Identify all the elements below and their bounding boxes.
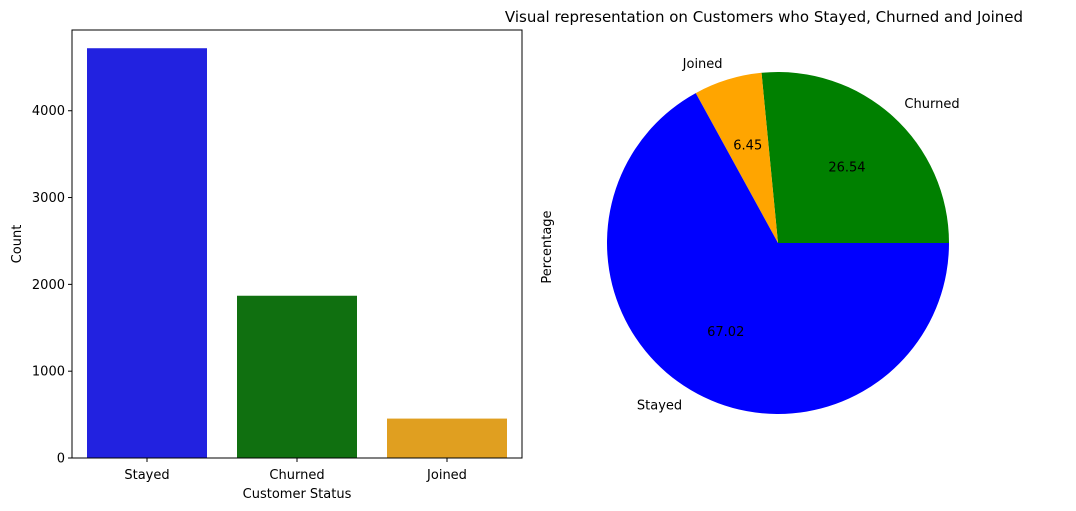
pie-slices xyxy=(607,72,949,415)
bar-y-tick-label: 1000 xyxy=(32,365,65,380)
bar-x-tick-label-churned: Churned xyxy=(269,468,324,483)
pie-label-churned: Churned xyxy=(904,97,959,112)
pie-chart: Visual representation on Customers who S… xyxy=(505,8,1023,415)
bar-x-tick-label-stayed: Stayed xyxy=(124,468,169,483)
pie-slice-joined xyxy=(695,72,778,243)
bar-y-tick-label: 2000 xyxy=(32,278,65,293)
pie-title: Visual representation on Customers who S… xyxy=(505,8,1023,26)
bar-chart: 0 1000 2000 3000 4000 Stayed Churned Joined Cu… xyxy=(10,29,523,502)
pie-value-label-joined: 6.45 xyxy=(733,138,762,153)
bar-group xyxy=(87,48,507,459)
bar-stayed xyxy=(87,48,207,459)
pie-slice-churned xyxy=(761,72,949,243)
bar-x-axis-label: Customer Status xyxy=(243,487,352,502)
pie-value-label-stayed: 67.02 xyxy=(707,325,744,340)
bar-y-tick-label: 3000 xyxy=(32,191,65,206)
bar-y-tick-label: 4000 xyxy=(32,104,65,119)
bar-x-tick-label-joined: Joined xyxy=(426,468,467,483)
bar-churned xyxy=(237,295,357,458)
pie-slice-stayed xyxy=(607,93,949,415)
bar-y-ticks: 0 1000 2000 3000 4000 xyxy=(32,104,72,467)
pie-labels: Churned 26.54 Joined 6.45 Stayed 67.02 xyxy=(637,57,960,414)
pie-label-joined: Joined xyxy=(682,57,723,72)
bar-x-ticks: Stayed Churned Joined xyxy=(124,458,467,483)
pie-value-label-churned: 26.54 xyxy=(828,161,865,176)
bar-y-tick-label: 0 xyxy=(57,452,65,467)
pie-label-stayed: Stayed xyxy=(637,398,682,413)
pie-y-axis-label: Percentage xyxy=(540,210,555,283)
bar-joined xyxy=(387,418,507,458)
bar-y-axis-label: Count xyxy=(10,225,25,264)
